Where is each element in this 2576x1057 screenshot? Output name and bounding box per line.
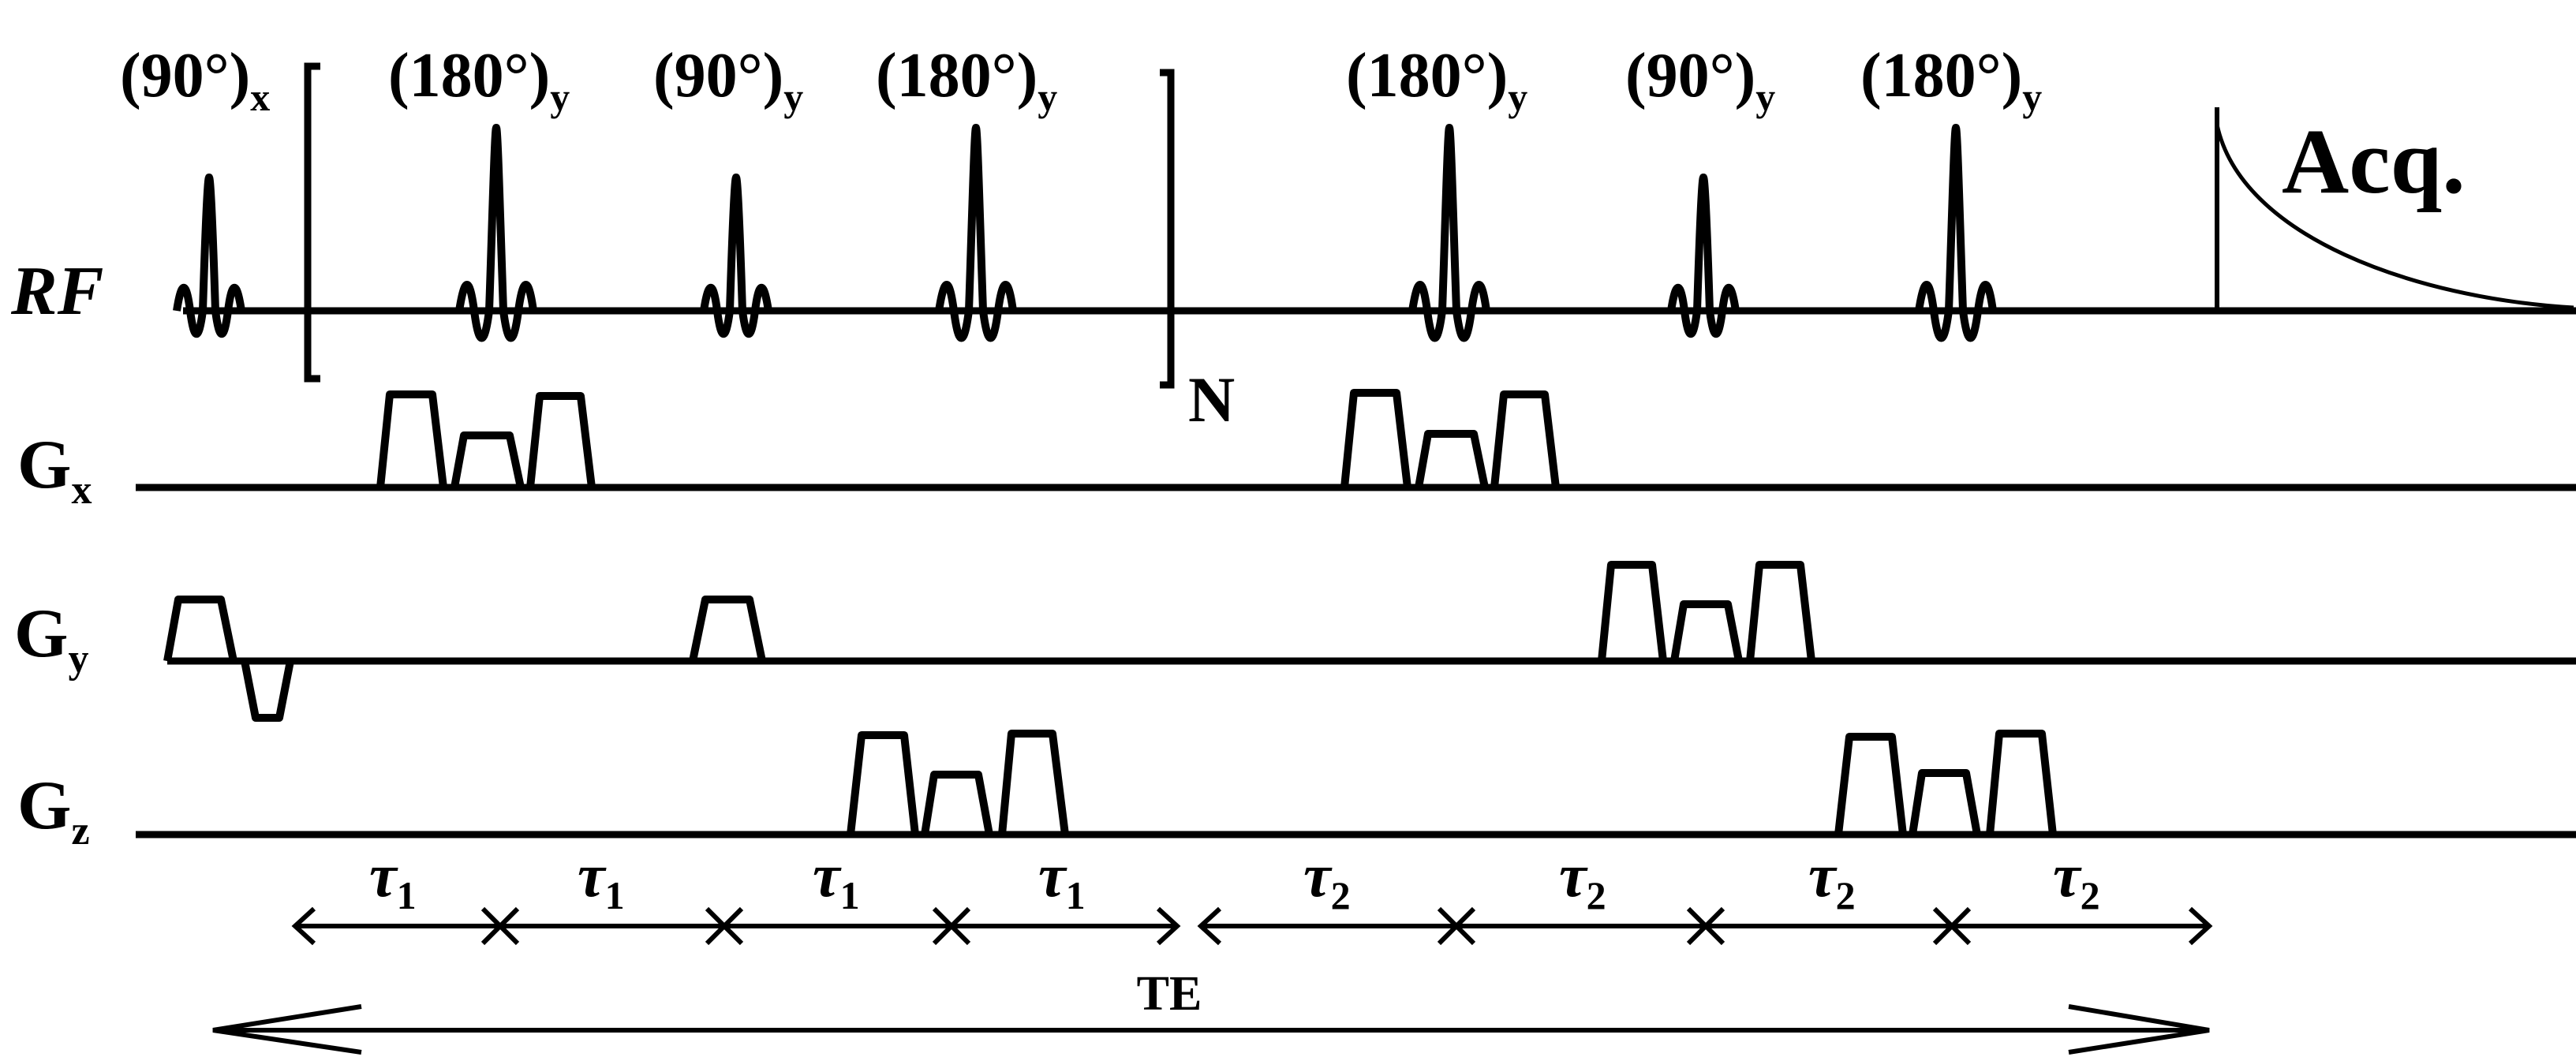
rf-pulse-180y-3 bbox=[1408, 124, 1490, 342]
pulse-label-3: (90°)y bbox=[653, 41, 803, 119]
channel-label-gy: Gy bbox=[14, 596, 88, 682]
repeat-bracket-right bbox=[1160, 69, 1175, 389]
gy-gradient-group bbox=[1598, 561, 1815, 662]
rf-pulse-90y-1 bbox=[700, 174, 772, 338]
channel-label-gx: Gx bbox=[17, 427, 92, 513]
channel-label-gz: Gz bbox=[17, 768, 90, 853]
gy-phase-encode bbox=[163, 596, 294, 722]
interval-label-5: τ2 bbox=[1303, 841, 1351, 917]
repeat-bracket-left bbox=[304, 62, 320, 383]
acquisition-label: Acq. bbox=[2282, 110, 2466, 213]
rf-pulse-90x bbox=[173, 174, 245, 338]
pulse-label-6: (90°)y bbox=[1625, 41, 1775, 119]
acquisition-fid-curve bbox=[2215, 124, 2574, 310]
interval-label-3: τ1 bbox=[813, 841, 860, 917]
interval-label-6: τ2 bbox=[1559, 841, 1606, 917]
echo-time-label: TE bbox=[1137, 967, 1202, 1021]
interval-label-4: τ1 bbox=[1038, 841, 1086, 917]
pulse-label-7: (180°)y bbox=[1860, 41, 2042, 119]
repeat-count: N bbox=[1188, 364, 1235, 435]
gy-gradient-single bbox=[689, 596, 766, 663]
gz-gradient-group-1 bbox=[847, 730, 1069, 835]
interval-label-7: τ2 bbox=[1808, 841, 1856, 917]
pulse-label-1: (90°)x bbox=[120, 41, 270, 119]
rf-pulse-180y-4 bbox=[1915, 124, 1997, 342]
gx-gradient-group-2 bbox=[1340, 389, 1560, 489]
interval-label-1: τ1 bbox=[369, 841, 417, 917]
rf-pulse-180y-2 bbox=[935, 124, 1017, 342]
interval-label-2: τ1 bbox=[578, 841, 625, 917]
gz-gradient-group-2 bbox=[1834, 730, 2057, 835]
pulse-label-2: (180°)y bbox=[388, 41, 570, 119]
echo-time-arrow bbox=[212, 1004, 2210, 1055]
rf-pulse-90y-2 bbox=[1667, 174, 1740, 338]
pulse-label-4: (180°)y bbox=[876, 41, 1057, 119]
rf-pulse-180y-1 bbox=[455, 124, 537, 342]
interval-label-8: τ2 bbox=[2053, 841, 2100, 917]
interval-line-2 bbox=[1197, 906, 2213, 946]
interval-line-1 bbox=[291, 906, 1181, 946]
pulse-label-5: (180°)y bbox=[1346, 41, 1527, 119]
channel-label-rf: RF bbox=[10, 253, 103, 330]
gx-gradient-group-1 bbox=[376, 390, 596, 489]
